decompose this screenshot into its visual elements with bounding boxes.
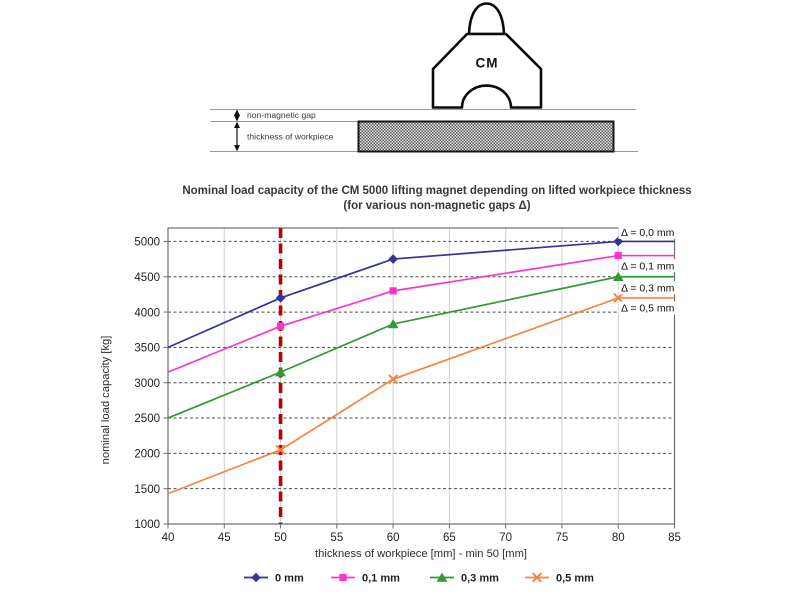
gap-annotation-label: Δ = 0,0 mm (621, 227, 675, 239)
chart-title-line2: (for various non-magnetic gaps Δ) (343, 200, 530, 212)
thickness-dimension-arrow-icon (234, 121, 240, 152)
magnet-diagram: non-magnetic gap thickness of workpiece … (210, 2, 638, 153)
gap-annotation-label: Δ = 0,3 mm (621, 283, 675, 295)
workpiece (357, 120, 615, 153)
triangle-marker-icon (436, 572, 448, 582)
series-03mm (167, 271, 675, 419)
plot-frame (167, 227, 676, 525)
magnet-label: CM (476, 56, 499, 71)
y-tick-label: 5000 (134, 237, 160, 249)
thickness-label: thickness of workpiece (247, 132, 334, 142)
x-tick-label: 65 (443, 532, 456, 544)
y-tick-label: 1000 (134, 519, 160, 531)
x-tick-label: 45 (218, 532, 231, 544)
legend-item-label: 0 mm (275, 573, 304, 585)
y-tick-label: 1500 (134, 484, 160, 496)
x-tick-label: 60 (387, 532, 400, 544)
x-tick-label: 75 (556, 532, 569, 544)
x-tick-label: 80 (612, 532, 625, 544)
triangle-marker-icon (275, 367, 286, 377)
y-tick-label: 2000 (134, 449, 160, 461)
series-line (167, 297, 675, 495)
annotation-bg (618, 259, 687, 273)
x-tick-label: 85 (668, 532, 681, 544)
legend-item-label: 0,3 mm (461, 573, 499, 585)
magnet-lifting-eye (467, 2, 506, 36)
x-marker-icon (531, 572, 543, 583)
chart-title-line1: Nominal load capacity of the CM 5000 lif… (182, 185, 691, 197)
series-line (167, 240, 675, 349)
legend-item: 0,3 mm (430, 572, 499, 585)
y-tick-label: 2500 (134, 413, 160, 425)
legend: 0 mm 0,1 mm 0,3 mm 0,5 mm (244, 572, 594, 585)
series-layer (167, 236, 675, 495)
diamond-marker-icon (251, 572, 261, 583)
magnet-body (431, 32, 543, 109)
series-0mm (167, 236, 675, 349)
annotation-bg (618, 225, 687, 239)
gap-annotation-label: Δ = 0,5 mm (621, 303, 675, 315)
diamond-marker-icon (275, 293, 286, 303)
y-tick-label: 3000 (134, 378, 160, 390)
diamond-marker-icon (388, 254, 398, 264)
chart: Nominal load capacity of the CM 5000 lif… (100, 185, 692, 585)
annotation-bg (618, 301, 687, 315)
square-marker-icon (389, 287, 397, 295)
triangle-marker-icon (612, 271, 624, 281)
diamond-marker-icon (613, 236, 624, 247)
gap-label: non-magnetic gap (247, 110, 316, 120)
x-marker-icon (613, 292, 624, 304)
plot-area: 40 45 50 55 60 65 70 75 80 85 1000 1500 2000 2500 3000… (134, 227, 681, 544)
legend-item: 0,1 mm (331, 573, 400, 585)
x-marker-icon (275, 444, 286, 455)
y-axis-title: nominal load capacity [kg] (100, 336, 112, 465)
y-tick-label: 4500 (134, 272, 160, 284)
x-tick-label: 50 (274, 532, 287, 544)
x-tick-label: 70 (499, 532, 512, 544)
x-marker-icon (388, 374, 399, 385)
triangle-marker-icon (387, 319, 399, 329)
y-tick-label: 4000 (134, 307, 160, 319)
gap-dimension-arrow-icon (234, 109, 240, 122)
legend-item-label: 0,1 mm (362, 573, 400, 585)
gap-annotation-label: Δ = 0,1 mm (621, 260, 675, 272)
x-axis-title: thickness of workpiece [mm] - min 50 [mm… (315, 548, 527, 560)
annotation-bg (618, 281, 687, 295)
square-marker-icon (614, 251, 622, 260)
y-tick-label: 3500 (134, 343, 160, 355)
series-05mm (167, 292, 675, 495)
series-01mm (167, 251, 675, 373)
x-tick-label: 55 (330, 532, 343, 544)
square-marker-icon (276, 322, 285, 330)
legend-item-label: 0,5 mm (556, 573, 594, 585)
legend-item: 0,5 mm (525, 572, 594, 585)
legend-item: 0 mm (244, 573, 304, 585)
annotations-layer: Δ = 0,0 mm Δ = 0,1 mm Δ = 0,3 mm Δ = 0,5 mm (618, 225, 687, 315)
x-tick-label: 40 (162, 532, 175, 544)
square-marker-icon (339, 573, 347, 582)
